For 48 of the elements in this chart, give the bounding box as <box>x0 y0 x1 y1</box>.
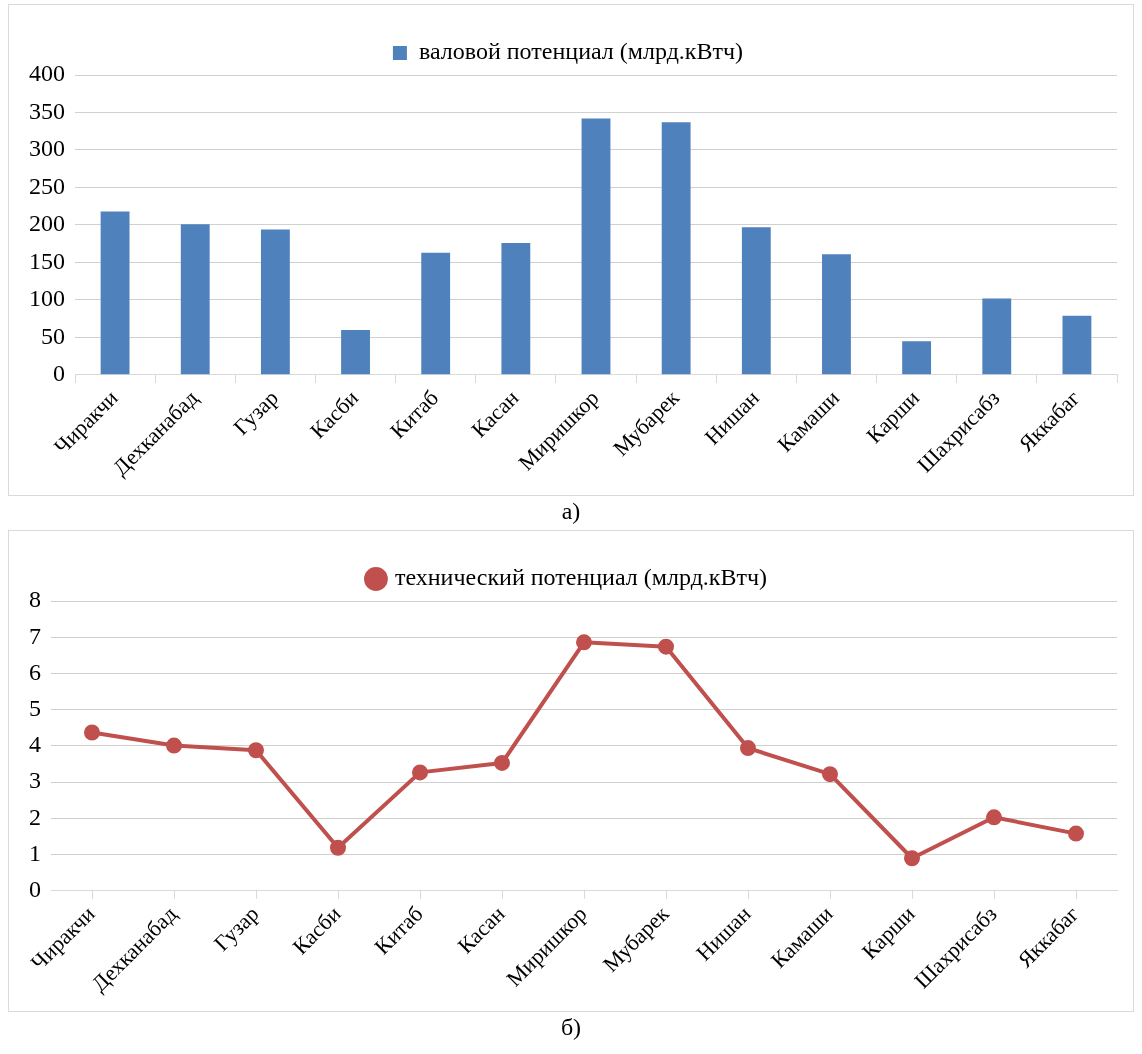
y-tick-label: 0 <box>29 876 41 903</box>
point <box>494 754 510 771</box>
point <box>330 839 346 856</box>
bar <box>581 118 611 375</box>
bar <box>341 329 370 375</box>
point <box>576 634 592 651</box>
text: а) <box>560 497 582 526</box>
y-tick-label: 400 <box>29 60 65 87</box>
bar <box>100 211 130 375</box>
bar <box>741 227 771 375</box>
y-tick-label: 7 <box>29 622 41 649</box>
y-tick-label: 3 <box>29 767 41 794</box>
point <box>412 764 428 781</box>
y-tick-label: 50 <box>41 322 65 349</box>
y-tick-label: 4 <box>29 731 41 758</box>
bar <box>421 252 451 375</box>
bar <box>260 229 290 375</box>
y-tick-label: 150 <box>29 247 65 274</box>
point <box>904 850 920 867</box>
y-tick-label: 8 <box>29 586 41 613</box>
point <box>248 742 264 759</box>
y-tick-label: 1 <box>29 839 41 866</box>
y-tick-label: 250 <box>29 172 65 199</box>
point <box>740 740 756 757</box>
legend-label: технический потенциал (млрд.кВтч) <box>394 564 768 591</box>
bar <box>822 254 851 375</box>
y-tick-label: 0 <box>53 360 65 387</box>
y-tick-label: 200 <box>29 210 65 237</box>
y-tick-label: 100 <box>29 285 65 312</box>
point <box>986 809 1002 826</box>
point <box>1068 825 1084 842</box>
point <box>166 737 182 754</box>
bar <box>661 122 691 375</box>
legend-label: валовой потенциал (млрд.кВтч) <box>418 38 744 65</box>
y-tick-label: 5 <box>29 695 41 721</box>
bar <box>180 224 210 375</box>
y-tick-label: 2 <box>29 803 41 830</box>
point <box>822 766 838 783</box>
point <box>658 638 674 655</box>
point <box>84 724 100 741</box>
bar <box>982 298 1012 375</box>
bar <box>1062 315 1092 375</box>
y-tick-label: 350 <box>29 97 65 124</box>
text: б) <box>559 1013 583 1042</box>
y-tick-label: 6 <box>29 658 41 685</box>
y-tick-label: 300 <box>29 135 65 162</box>
bar <box>902 341 932 375</box>
bar <box>501 242 531 375</box>
